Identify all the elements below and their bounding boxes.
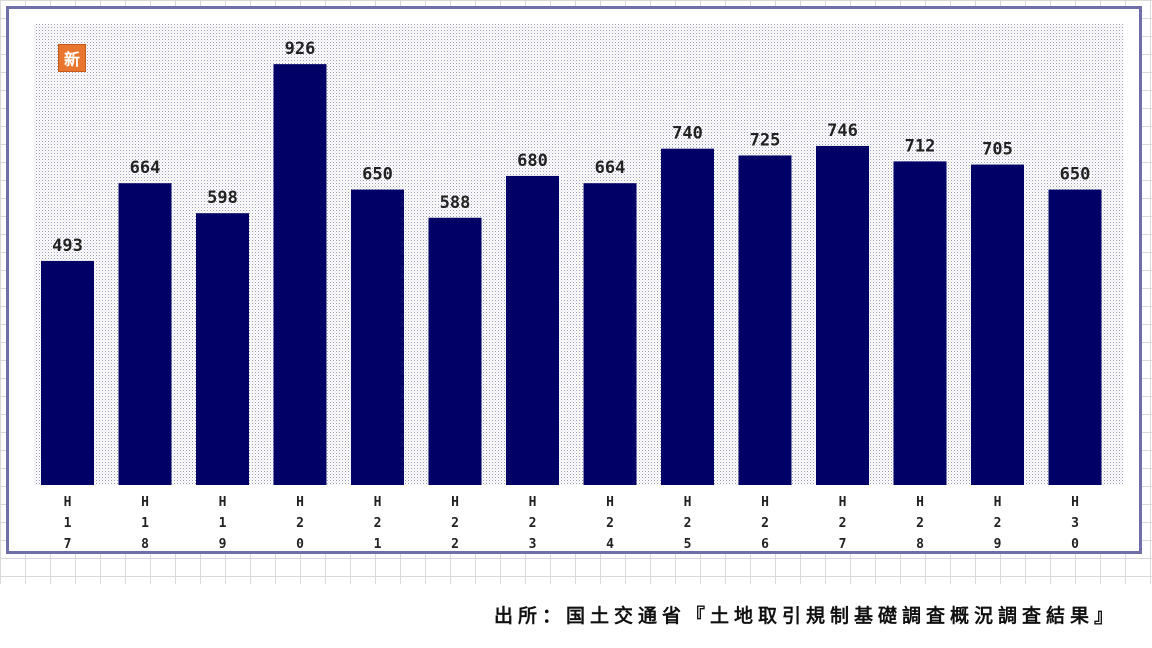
- data-label-H18: 664: [130, 158, 161, 178]
- data-label-H20: 926: [285, 39, 316, 59]
- bar-H26: [738, 155, 792, 486]
- bar-H20: [273, 64, 327, 485]
- bar-H25: [661, 148, 714, 486]
- data-label-H27: 746: [827, 121, 858, 141]
- data-label-H26: 725: [750, 130, 781, 150]
- data-label-H30: 650: [1060, 165, 1091, 185]
- new-badge: 新: [58, 44, 86, 72]
- bar-H24: [583, 183, 637, 485]
- bar-H21: [351, 189, 404, 485]
- bar-H18: [118, 183, 172, 485]
- data-label-H24: 664: [595, 158, 626, 178]
- bar-chart: 493 664 598 926 650 588 680 664 740 725 746 712 705 6…: [34, 24, 1123, 551]
- bar-H28: [893, 161, 947, 485]
- data-label-H21: 650: [362, 165, 393, 185]
- data-label-H22: 588: [440, 193, 471, 213]
- data-label-H28: 712: [905, 136, 936, 156]
- data-label-H29: 705: [982, 140, 1013, 160]
- bar-H17: [41, 260, 94, 485]
- bar-H22: [428, 217, 482, 485]
- chart-frame: 493 664 598 926 650 588 680 664 740 725 746 712 705 6…: [6, 6, 1142, 554]
- bar-H23: [506, 175, 559, 485]
- source-strip: [0, 584, 1152, 648]
- bar-H19: [196, 213, 249, 486]
- source-note: 出所：国土交通省『土地取引規制基礎調査概況調査結果』: [493, 605, 1118, 627]
- data-label-H23: 680: [517, 151, 548, 171]
- bar-H29: [971, 164, 1024, 485]
- data-label-H19: 598: [207, 188, 238, 208]
- bar-H27: [816, 145, 869, 485]
- data-label-H25: 740: [672, 124, 703, 144]
- data-label-H17: 493: [52, 236, 83, 256]
- bar-H30: [1048, 189, 1102, 485]
